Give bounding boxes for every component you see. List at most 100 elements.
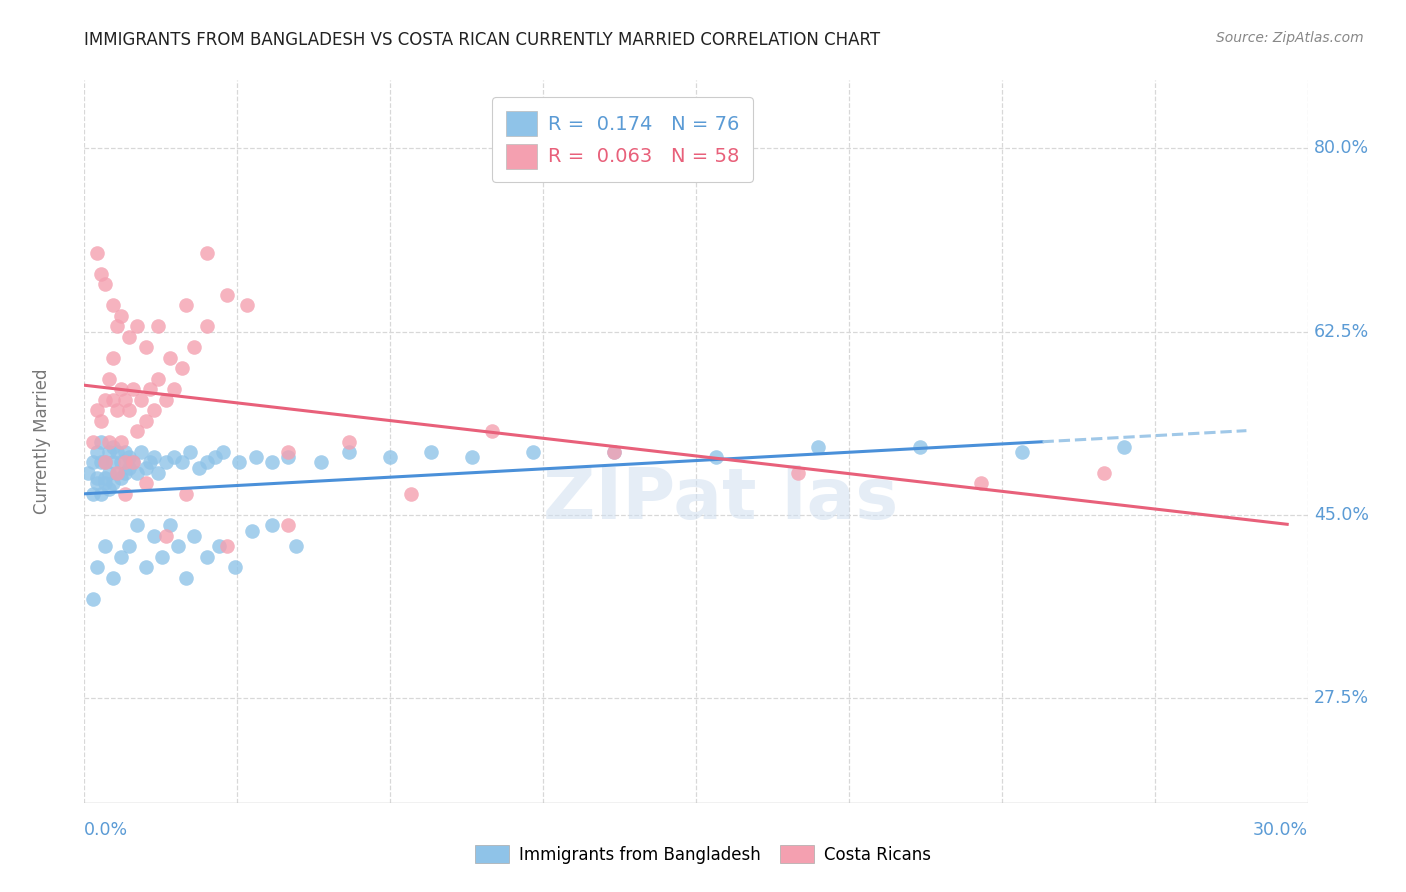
Point xyxy=(122,382,145,396)
Point xyxy=(114,487,136,501)
Point xyxy=(105,466,128,480)
Point xyxy=(339,434,361,449)
Point xyxy=(90,414,112,428)
Point xyxy=(110,455,132,469)
Point xyxy=(101,351,124,365)
Point xyxy=(228,455,250,469)
Point xyxy=(93,471,115,485)
Point xyxy=(82,487,104,501)
Point xyxy=(101,571,124,585)
Text: Source: ZipAtlas.com: Source: ZipAtlas.com xyxy=(1216,31,1364,45)
Point xyxy=(118,403,141,417)
Point xyxy=(706,450,728,465)
Point xyxy=(217,288,239,302)
Point xyxy=(603,445,626,459)
Text: Currently Married: Currently Married xyxy=(32,368,51,515)
Point xyxy=(105,319,128,334)
Point xyxy=(481,424,503,438)
Point xyxy=(97,466,120,480)
Point xyxy=(122,455,145,469)
Point xyxy=(86,476,108,491)
Point xyxy=(240,524,263,538)
Point xyxy=(309,455,332,469)
Point xyxy=(86,560,108,574)
Text: 0.0%: 0.0% xyxy=(84,821,128,838)
Text: ZIPat las: ZIPat las xyxy=(543,465,898,533)
Point xyxy=(146,372,169,386)
Point xyxy=(195,319,218,334)
Point xyxy=(174,298,197,312)
Point xyxy=(172,455,194,469)
Point xyxy=(970,476,993,491)
Point xyxy=(101,298,124,312)
Point xyxy=(277,445,299,459)
Point xyxy=(399,487,422,501)
Point xyxy=(138,382,160,396)
Point xyxy=(127,424,149,438)
Point xyxy=(172,361,194,376)
Point xyxy=(179,445,201,459)
Point xyxy=(105,445,128,459)
Text: IMMIGRANTS FROM BANGLADESH VS COSTA RICAN CURRENTLY MARRIED CORRELATION CHART: IMMIGRANTS FROM BANGLADESH VS COSTA RICA… xyxy=(84,31,880,49)
Legend: Immigrants from Bangladesh, Costa Ricans: Immigrants from Bangladesh, Costa Ricans xyxy=(468,838,938,871)
Point xyxy=(86,471,108,485)
Point xyxy=(127,466,149,480)
Point xyxy=(93,476,115,491)
Point xyxy=(1092,466,1115,480)
Point xyxy=(159,351,181,365)
Point xyxy=(603,445,626,459)
Point xyxy=(90,434,112,449)
Point xyxy=(86,246,108,260)
Point xyxy=(135,340,157,354)
Point xyxy=(97,434,120,449)
Point xyxy=(187,460,209,475)
Point xyxy=(146,466,169,480)
Point xyxy=(105,403,128,417)
Point xyxy=(114,455,136,469)
Point xyxy=(127,518,149,533)
Point xyxy=(195,246,218,260)
Point xyxy=(114,466,136,480)
Point xyxy=(90,267,112,281)
Point xyxy=(101,440,124,454)
Point xyxy=(97,482,120,496)
Point xyxy=(787,466,810,480)
Text: 45.0%: 45.0% xyxy=(1313,506,1368,524)
Point xyxy=(212,445,235,459)
Point xyxy=(155,392,177,407)
Point xyxy=(93,277,115,292)
Point xyxy=(142,403,165,417)
Point xyxy=(101,392,124,407)
Point xyxy=(135,560,157,574)
Point xyxy=(97,372,120,386)
Point xyxy=(114,392,136,407)
Point xyxy=(118,450,141,465)
Point xyxy=(86,403,108,417)
Point xyxy=(277,450,299,465)
Point xyxy=(97,445,120,459)
Point xyxy=(146,319,169,334)
Point xyxy=(420,445,443,459)
Point xyxy=(339,445,361,459)
Point xyxy=(93,392,115,407)
Point xyxy=(138,455,160,469)
Point xyxy=(236,298,259,312)
Point xyxy=(1114,440,1136,454)
Point xyxy=(910,440,932,454)
Text: 80.0%: 80.0% xyxy=(1313,139,1369,157)
Point xyxy=(110,434,132,449)
Point xyxy=(93,455,115,469)
Point xyxy=(285,539,308,553)
Point xyxy=(522,445,544,459)
Point xyxy=(155,529,177,543)
Point xyxy=(110,382,132,396)
Point xyxy=(93,455,115,469)
Point xyxy=(461,450,484,465)
Text: 62.5%: 62.5% xyxy=(1313,323,1369,341)
Point xyxy=(135,414,157,428)
Point xyxy=(118,460,141,475)
Point xyxy=(245,450,267,465)
Point xyxy=(174,487,197,501)
Point xyxy=(101,455,124,469)
Point xyxy=(118,330,141,344)
